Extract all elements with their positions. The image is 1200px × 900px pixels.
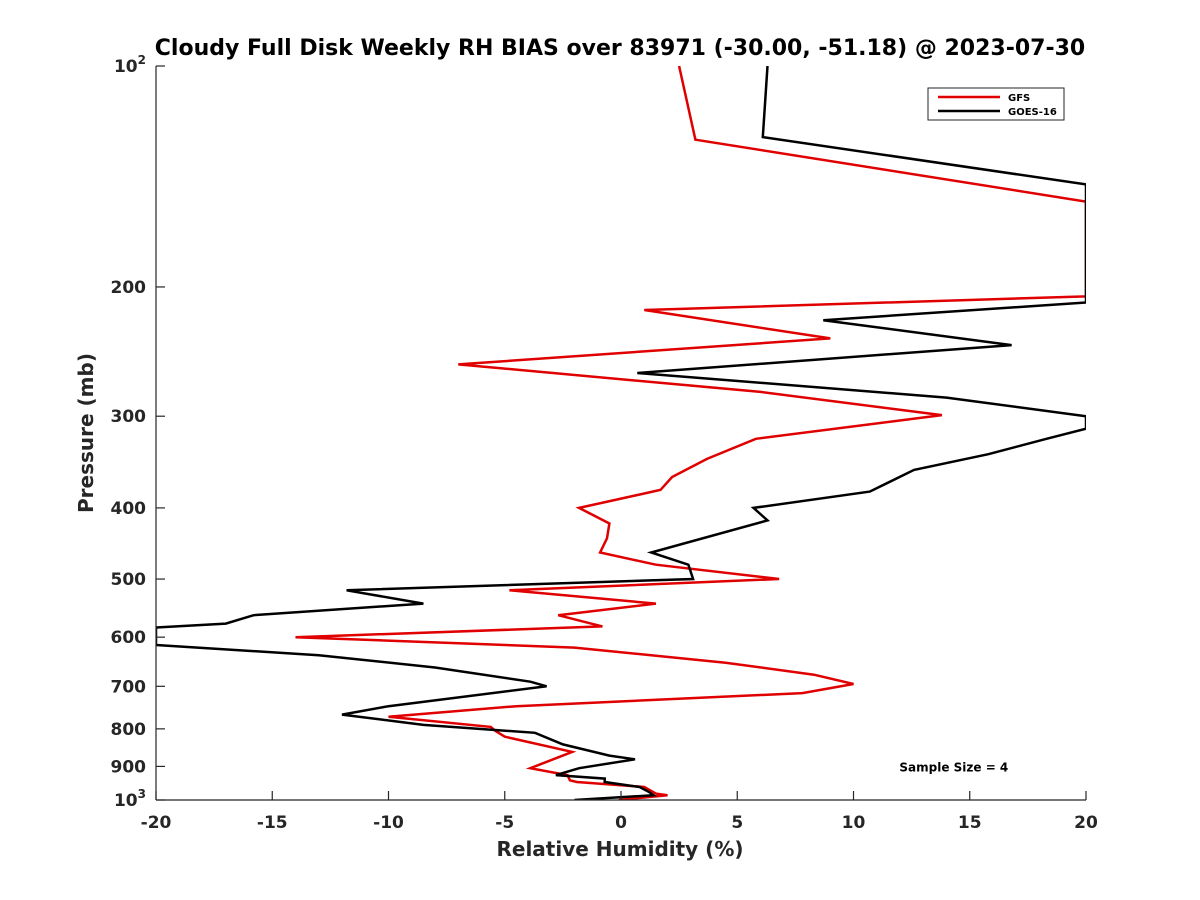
y-tick-label: 300 [111,407,147,427]
tick-layer: -20 -15 -10 -5 0 5 10 15 20 102 200 300 400 500 600 700… [111,53,1098,833]
series-layer [156,66,1086,800]
y-tick-label: 200 [111,278,147,298]
legend-label-gfs: GFS [1008,93,1030,104]
series-line-goes-16 [156,66,1086,800]
x-tick-label: 20 [1074,813,1098,833]
legend-label-goes-16: GOES-16 [1008,107,1057,118]
legend-box [927,87,1065,121]
x-axis-label: Relative Humidity (%) [496,837,743,861]
y-tick-label: 102 [114,53,146,77]
x-tick-label: -10 [373,813,404,833]
plot-background [156,66,1086,800]
annotation-text: Sample Size = 4 [899,760,1008,774]
legend: GFS GOES-16 [927,87,1065,121]
chart-title: Cloudy Full Disk Weekly RH BIAS over 839… [155,36,1085,61]
x-tick-label: -15 [257,813,288,833]
y-tick-label: 900 [111,757,147,777]
series-line-gfs [295,66,1086,800]
x-tick-label: -20 [141,813,172,833]
x-tick-label: 0 [615,813,627,833]
y-tick-label: 103 [114,787,146,811]
plot-area [156,66,1086,800]
y-tick-label: 800 [111,720,147,740]
x-tick-label: 15 [958,813,982,833]
y-tick-label: 700 [111,677,147,697]
y-tick-label: 500 [111,570,147,590]
x-tick-label: 5 [731,813,743,833]
annotation-layer: Sample Size = 4 [899,760,1008,774]
y-axis-label: Pressure (mb) [74,353,98,513]
y-tick-label: 400 [111,499,147,519]
x-tick-label: -5 [495,813,514,833]
y-tick-label: 600 [111,628,147,648]
x-tick-label: 10 [842,813,866,833]
